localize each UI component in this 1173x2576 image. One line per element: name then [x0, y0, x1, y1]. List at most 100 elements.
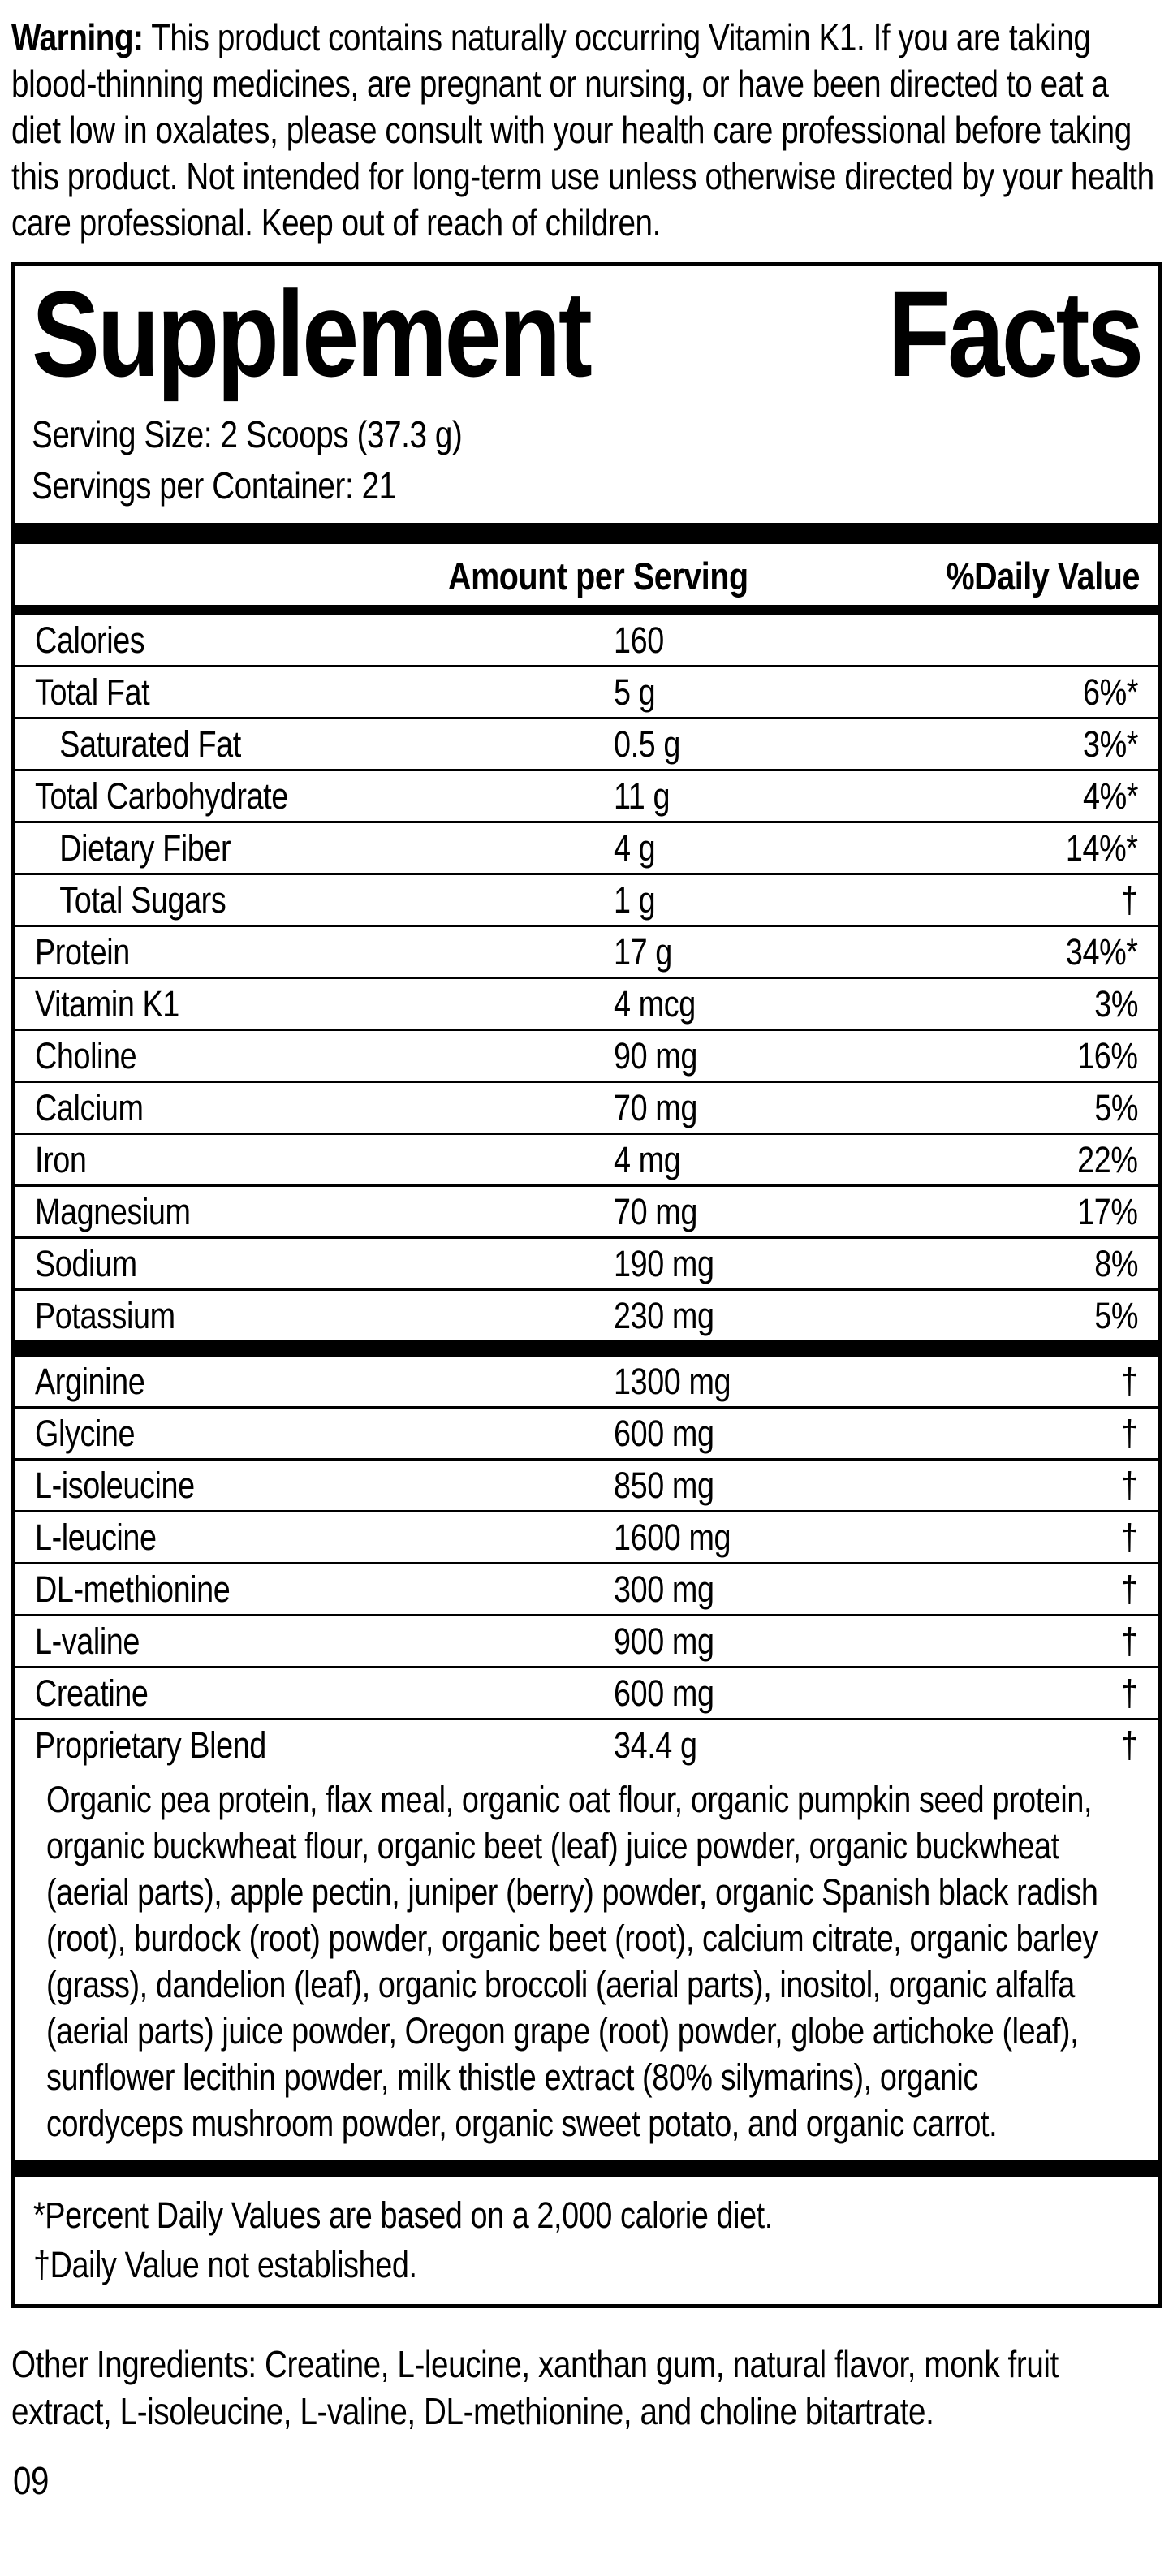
nutrient-daily-value: 5%	[1094, 1295, 1138, 1336]
serving-info: Serving Size: 2 Scoops (37.3 g) Servings…	[32, 409, 1141, 511]
amino-acid-row: Proprietary Blend 34.4 g †	[15, 1718, 1158, 1770]
nutrient-daily-value: †	[1121, 1568, 1138, 1610]
divider-under-header	[15, 605, 1158, 615]
nutrient-daily-value: †	[1121, 1465, 1138, 1506]
warning-label: Warning:	[11, 16, 144, 58]
nutrient-label: Total Carbohydrate	[35, 775, 288, 817]
nutrient-label: Total Fat	[35, 671, 150, 713]
nutrient-daily-value: †	[1121, 879, 1138, 921]
nutrient-daily-value: †	[1121, 1413, 1138, 1454]
nutrient-daily-value: †	[1121, 1361, 1138, 1402]
nutrient-row: Magnesium 70 mg 17%	[15, 1184, 1158, 1236]
nutrient-daily-value: 4%*	[1082, 775, 1139, 817]
nutrient-label: Total Sugars	[59, 879, 226, 921]
amino-acid-row: Arginine 1300 mg †	[15, 1357, 1158, 1406]
nutrient-amount: 160	[614, 619, 665, 661]
nutrient-row: Dietary Fiber 4 g 14%*	[15, 821, 1158, 873]
nutrient-label: Iron	[35, 1139, 87, 1180]
nutrient-label: Sodium	[35, 1243, 137, 1284]
nutrient-label: Proprietary Blend	[35, 1724, 266, 1766]
nutrient-row: Saturated Fat 0.5 g 3%*	[15, 717, 1158, 769]
divider-top-thick	[15, 523, 1158, 544]
nutrient-amount: 900 mg	[614, 1620, 715, 1662]
nutrient-amount: 4 g	[614, 827, 656, 869]
nutrient-daily-value: 8%	[1094, 1243, 1138, 1284]
panel-title: Supplement Facts	[32, 265, 1145, 402]
nutrient-row: Sodium 190 mg 8%	[15, 1236, 1158, 1288]
nutrient-row: Total Fat 5 g 6%*	[15, 665, 1158, 717]
nutrient-amount: 70 mg	[614, 1087, 698, 1128]
nutrient-amount: 1 g	[614, 879, 656, 921]
nutrient-label: Arginine	[35, 1361, 145, 1402]
nutrient-amount: 230 mg	[614, 1295, 715, 1336]
panel-title-word-supplement: Supplement	[32, 265, 593, 402]
nutrient-label: DL-methionine	[35, 1568, 231, 1610]
amino-acid-row: L-valine 900 mg †	[15, 1614, 1158, 1666]
nutrient-amount: 90 mg	[614, 1035, 698, 1077]
nutrient-label: Saturated Fat	[59, 723, 241, 765]
proprietary-blend-description: Organic pea protein, flax meal, organic …	[46, 1779, 1098, 2144]
nutrient-label: L-leucine	[35, 1517, 157, 1558]
nutrient-amount: 4 mcg	[614, 983, 696, 1025]
nutrient-label: Calcium	[35, 1087, 144, 1128]
nutrient-amount: 190 mg	[614, 1243, 715, 1284]
nutrient-row: Protein 17 g 34%*	[15, 925, 1158, 977]
amino-acid-row: DL-methionine 300 mg †	[15, 1562, 1158, 1614]
servings-per-container-line: Servings per Container: 21	[32, 464, 396, 507]
daily-value-header: %Daily Value	[946, 554, 1140, 598]
other-ingredients-text: Other Ingredients: Creatine, L-leucine, …	[11, 2341, 1162, 2435]
nutrient-daily-value: 22%	[1077, 1139, 1139, 1180]
nutrient-amount: 11 g	[614, 775, 671, 817]
nutrient-row: Iron 4 mg 22%	[15, 1133, 1158, 1184]
panel-title-word-facts: Facts	[887, 265, 1145, 402]
nutrient-label: Magnesium	[35, 1191, 191, 1232]
nutrient-daily-value: 6%*	[1082, 671, 1139, 713]
nutrient-amount: 1600 mg	[614, 1517, 731, 1558]
nutrient-label: L-valine	[35, 1620, 140, 1662]
nutrient-amount: 600 mg	[614, 1672, 715, 1714]
nutrient-row: Total Carbohydrate 11 g 4%*	[15, 769, 1158, 821]
nutrient-amount: 600 mg	[614, 1413, 715, 1454]
nutrient-label: Vitamin K1	[35, 983, 179, 1025]
amount-per-serving-header: Amount per Serving	[448, 554, 748, 598]
nutrient-row: Calories 160	[15, 615, 1158, 665]
nutrient-daily-value: 16%	[1077, 1035, 1139, 1077]
amino-acid-row: L-leucine 1600 mg †	[15, 1510, 1158, 1562]
warning-body: This product contains naturally occurrin…	[11, 16, 1154, 244]
nutrient-amount: 17 g	[614, 931, 673, 973]
nutrient-amount: 1300 mg	[614, 1361, 731, 1402]
nutrient-label: L-isoleucine	[35, 1465, 195, 1506]
amino-acid-rows: Arginine 1300 mg † Glycine 600 mg † L-isoleuci…	[15, 1357, 1158, 1770]
nutrient-amount: 0.5 g	[614, 723, 681, 765]
nutrient-label: Creatine	[35, 1672, 149, 1714]
nutrient-daily-value: †	[1121, 1620, 1138, 1662]
nutrient-daily-value: 17%	[1077, 1191, 1139, 1232]
nutrient-daily-value: †	[1121, 1672, 1138, 1714]
table-header-row: Amount per Serving %Daily Value	[15, 544, 1158, 605]
nutrient-amount: 4 mg	[614, 1139, 681, 1180]
footnote-percent-daily-value: *Percent Daily Values are based on a 2,0…	[33, 2194, 773, 2236]
nutrient-daily-value: †	[1121, 1724, 1138, 1766]
nutrient-row: Vitamin K1 4 mcg 3%	[15, 977, 1158, 1029]
other-ingredients-body: Creatine, L-leucine, xanthan gum, natura…	[11, 2343, 1059, 2432]
divider-footnotes	[15, 2160, 1158, 2177]
nutrient-amount: 70 mg	[614, 1191, 698, 1232]
nutrient-daily-value: 3%*	[1082, 723, 1139, 765]
nutrient-label: Choline	[35, 1035, 137, 1077]
amino-acid-row: Creatine 600 mg †	[15, 1666, 1158, 1718]
nutrient-row: Choline 90 mg 16%	[15, 1029, 1158, 1081]
nutrient-label: Potassium	[35, 1295, 175, 1336]
nutrient-row: Potassium 230 mg 5%	[15, 1288, 1158, 1340]
nutrient-label: Protein	[35, 931, 130, 973]
nutrient-amount: 5 g	[614, 671, 656, 713]
nutrient-row: Calcium 70 mg 5%	[15, 1081, 1158, 1133]
footnotes: *Percent Daily Values are based on a 2,0…	[15, 2177, 1158, 2304]
serving-size-line: Serving Size: 2 Scoops (37.3 g)	[32, 413, 463, 455]
supplement-facts-panel: Supplement Facts Serving Size: 2 Scoops …	[11, 262, 1162, 2308]
page-number: 09	[13, 2460, 50, 2503]
nutrient-amount: 300 mg	[614, 1568, 715, 1610]
warning-text: Warning: This product contains naturally…	[11, 15, 1162, 246]
nutrient-label: Glycine	[35, 1413, 136, 1454]
amino-acid-row: Glycine 600 mg †	[15, 1406, 1158, 1458]
nutrient-daily-value: 14%*	[1066, 827, 1138, 869]
